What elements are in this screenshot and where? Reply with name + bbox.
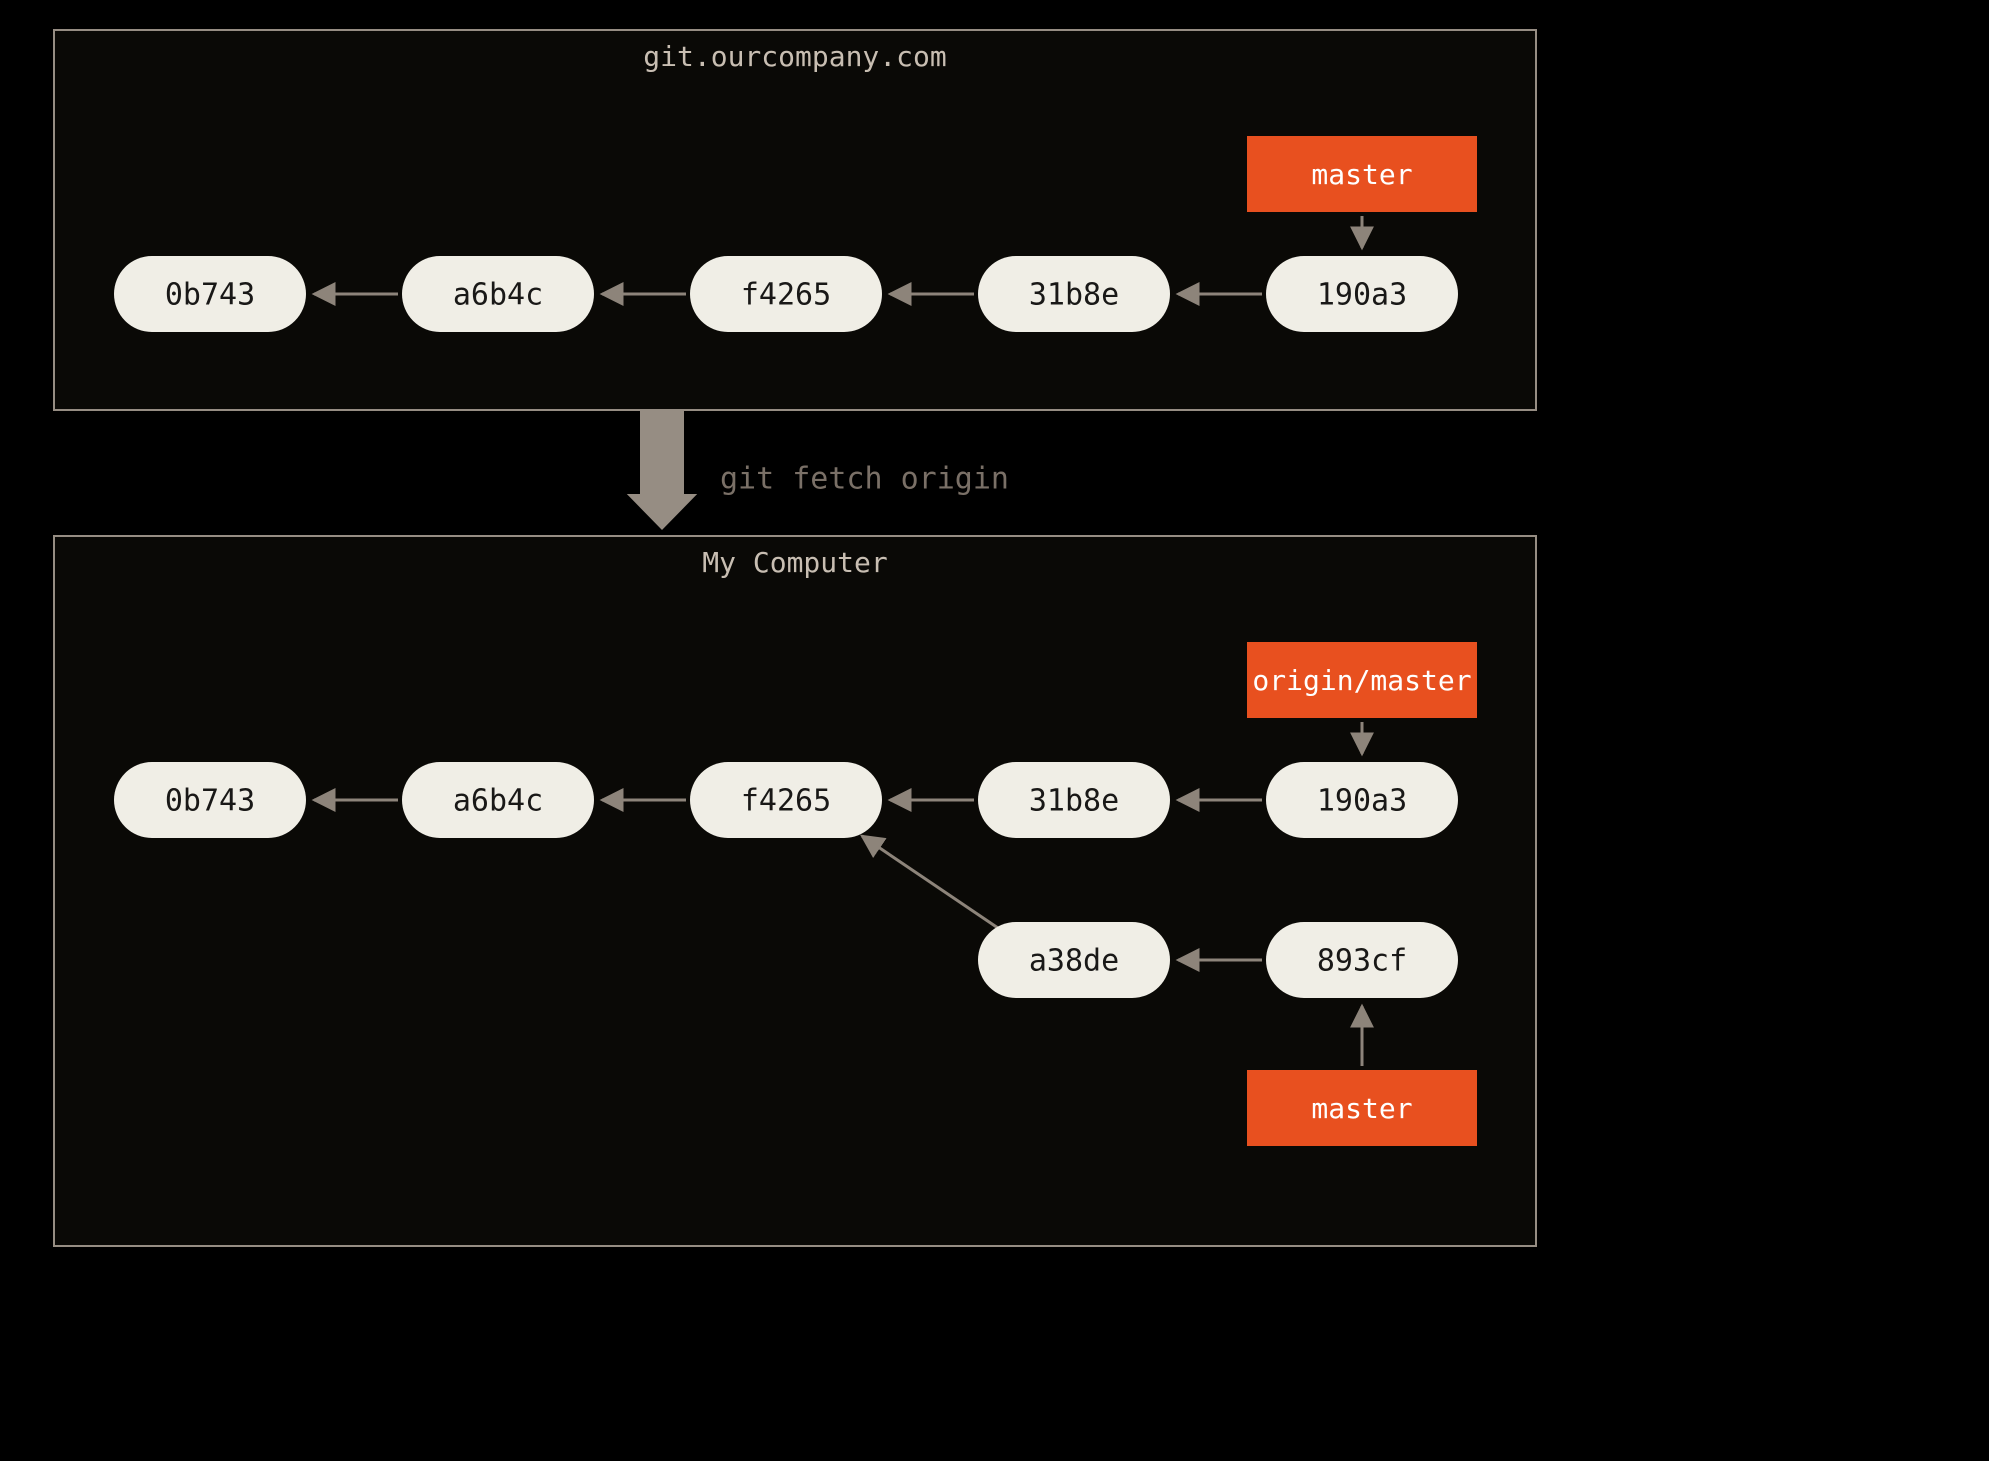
commit-label-local-f4265: f4265 — [741, 784, 831, 819]
panel-border — [54, 30, 1536, 410]
fetch-command-label: git fetch origin — [720, 462, 1009, 497]
fetch-arrow-icon — [627, 410, 697, 530]
commit-label-local-190a3: 190a3 — [1317, 784, 1407, 819]
commit-label-local-a38de: a38de — [1029, 944, 1119, 979]
commit-label-remote-31b8e: 31b8e — [1029, 278, 1119, 313]
commit-label-remote-190a3: 190a3 — [1317, 278, 1407, 313]
commit-label-local-31b8e: 31b8e — [1029, 784, 1119, 819]
branch-label-local-master: master — [1311, 1092, 1412, 1125]
commit-label-remote-a6b4c: a6b4c — [453, 278, 543, 313]
commit-label-remote-0b743: 0b743 — [165, 278, 255, 313]
branch-label-remote-master: master — [1311, 158, 1412, 191]
commit-label-local-0b743: 0b743 — [165, 784, 255, 819]
panel-title-remote: git.ourcompany.com — [643, 40, 946, 73]
panel-title-local: My Computer — [702, 546, 887, 579]
commit-label-local-893cf: 893cf — [1317, 944, 1407, 979]
branch-label-local-origin-master: origin/master — [1252, 664, 1471, 697]
commit-label-local-a6b4c: a6b4c — [453, 784, 543, 819]
commit-label-remote-f4265: f4265 — [741, 278, 831, 313]
